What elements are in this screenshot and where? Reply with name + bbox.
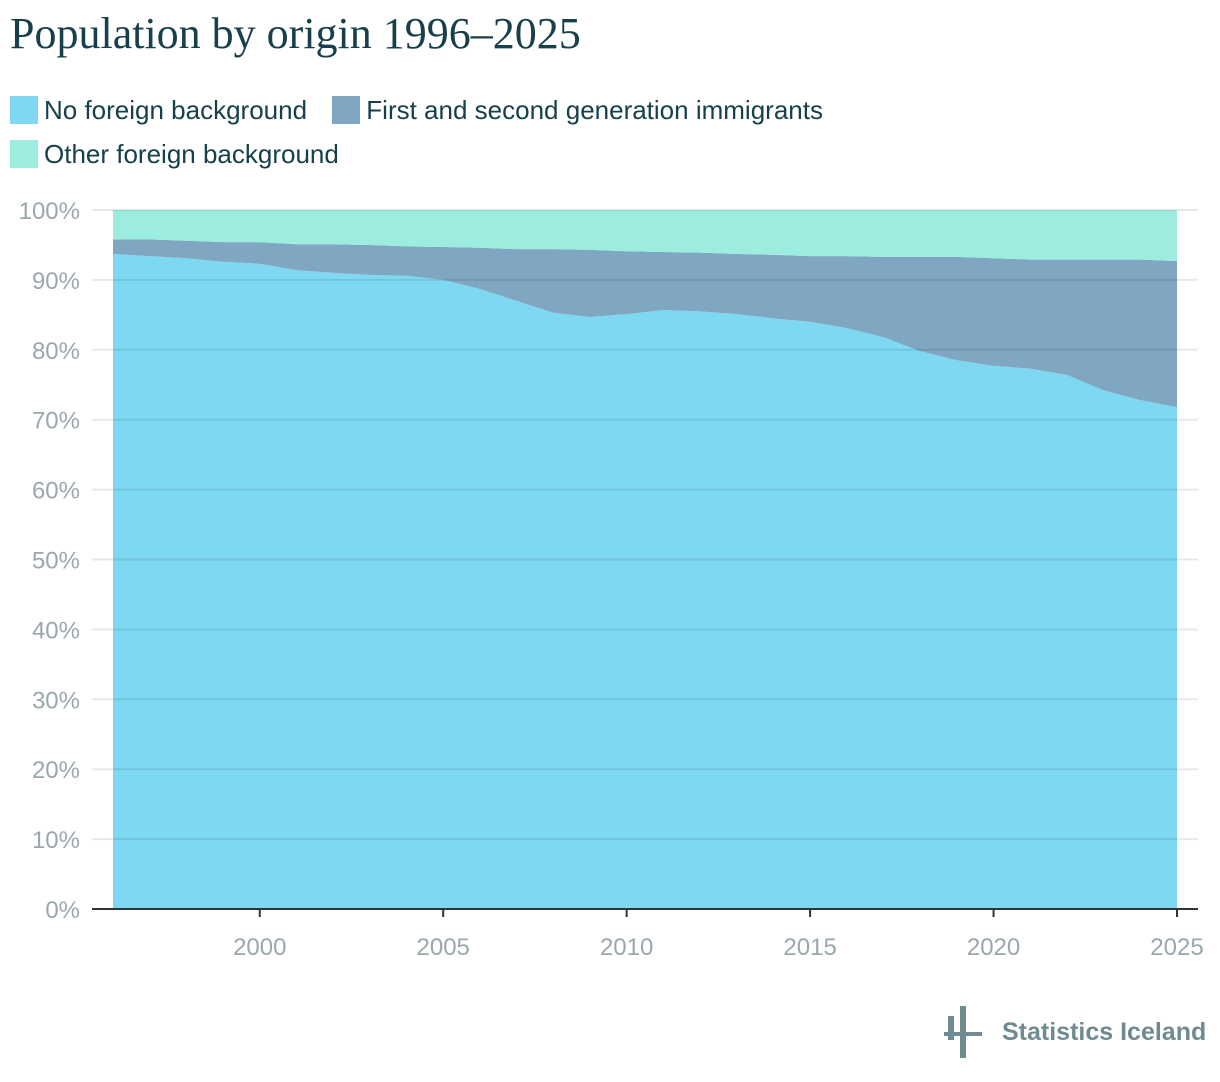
y-tick-label: 0% bbox=[45, 897, 80, 924]
legend-label: Other foreign background bbox=[44, 139, 339, 169]
legend-swatch bbox=[10, 140, 38, 168]
area-series-1 bbox=[113, 239, 1177, 408]
x-tick-label: 2025 bbox=[1150, 934, 1203, 961]
legend-label: No foreign background bbox=[44, 95, 308, 125]
y-tick-label: 30% bbox=[32, 687, 80, 714]
area-series-2 bbox=[113, 210, 1177, 262]
y-tick-label: 100% bbox=[19, 198, 80, 225]
legend-item-no-foreign[interactable]: No foreign background bbox=[10, 88, 307, 132]
logo-icon bbox=[944, 1006, 982, 1058]
area-series-0 bbox=[113, 254, 1177, 910]
y-tick-label: 20% bbox=[32, 757, 80, 784]
legend-swatch bbox=[10, 96, 38, 124]
statistics-iceland-logo: Statistics Iceland bbox=[944, 1006, 1206, 1058]
x-tick-label: 2020 bbox=[967, 934, 1020, 961]
brand-name: Statistics Iceland bbox=[1002, 1017, 1207, 1046]
legend-label: First and second generation immigrants bbox=[366, 95, 823, 125]
y-tick-label: 10% bbox=[32, 827, 80, 854]
y-tick-label: 60% bbox=[32, 478, 80, 505]
x-tick-label: 2015 bbox=[783, 934, 836, 961]
y-tick-label: 80% bbox=[32, 338, 80, 365]
legend-item-other-foreign[interactable]: Other foreign background bbox=[10, 132, 339, 176]
y-tick-label: 90% bbox=[32, 268, 80, 295]
x-tick-label: 2000 bbox=[233, 934, 286, 961]
x-tick-label: 2010 bbox=[600, 934, 653, 961]
x-tick-label: 2005 bbox=[417, 934, 470, 961]
chart-title: Population by origin 1996–2025 bbox=[10, 9, 581, 58]
legend-swatch bbox=[332, 96, 361, 124]
y-tick-label: 40% bbox=[32, 617, 80, 644]
y-tick-label: 50% bbox=[32, 548, 80, 575]
y-tick-label: 70% bbox=[32, 408, 80, 435]
legend: No foreign background First and second g… bbox=[10, 88, 1120, 176]
chart-plot: 0% 10% 20% 30% 40% 50% 60% 70% 80% 90% 100% 2000 20… bbox=[19, 198, 1204, 961]
legend-item-immigrants[interactable]: First and second generation immigrants bbox=[332, 88, 823, 132]
